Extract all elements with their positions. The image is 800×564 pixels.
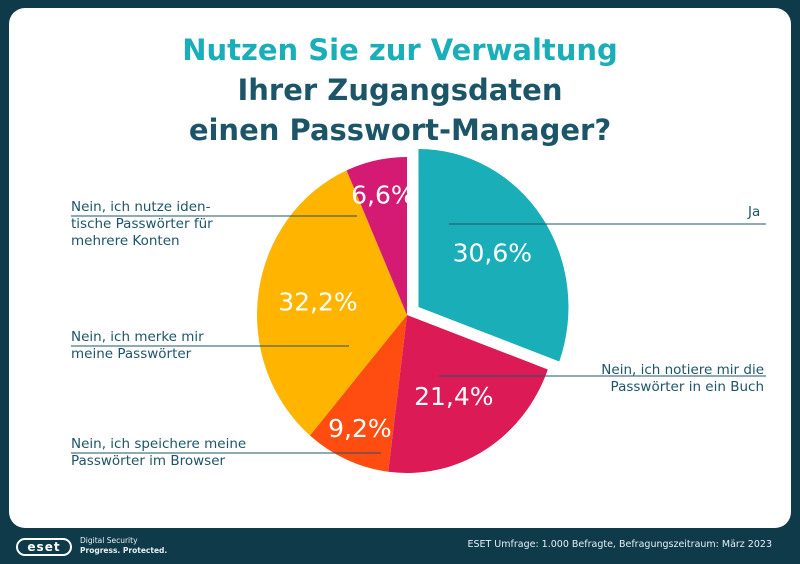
label-ja: Ja	[748, 204, 760, 221]
label-remember-passwords: Nein, ich merke mir meine Passwörter	[71, 329, 204, 363]
slice-value-label: 30,6%	[453, 239, 532, 268]
label-browser: Nein, ich speichere meine Passwörter im …	[71, 436, 246, 470]
label-line: tische Passwörter für	[71, 216, 213, 232]
pie-slice	[346, 157, 407, 315]
label-line: Passwörter in ein Buch	[610, 379, 764, 395]
slice-value-label: 21,4%	[414, 382, 493, 411]
label-line: Nein, ich merke mir	[71, 329, 204, 345]
title-line-3: einen Passwort-Manager?	[188, 113, 612, 147]
pie-slice	[309, 315, 407, 472]
tagline-2: Progress. Protected.	[80, 546, 168, 555]
label-line: Passwörter im Browser	[71, 453, 226, 469]
slice-value-label: 6,6%	[351, 180, 415, 209]
label-identical-passwords: Nein, ich nutze iden- tische Passwörter …	[71, 199, 213, 250]
infographic-card: Nutzen Sie zur Verwaltung Ihrer Zugangsd…	[9, 8, 791, 528]
footer: eset Digital Security Progress. Protecte…	[0, 528, 800, 564]
title-line-1: Nutzen Sie zur Verwaltung	[182, 33, 618, 67]
pie-slice	[388, 315, 548, 473]
pie-slice	[418, 148, 569, 362]
slice-value-label: 32,2%	[278, 287, 357, 316]
label-notebook: Nein, ich notiere mir die Passwörter in …	[599, 362, 764, 396]
slice-value-label: 9,2%	[328, 414, 392, 443]
label-line: Nein, ich speichere meine	[71, 436, 247, 452]
title-line-2: Ihrer Zugangsdaten	[237, 73, 563, 107]
label-line: mehrere Konten	[71, 233, 180, 249]
label-line: Nein, ich notiere mir die	[601, 362, 764, 378]
chart-title: Nutzen Sie zur Verwaltung Ihrer Zugangsd…	[9, 30, 791, 150]
pie-chart: 30,6% 21,4% 9,2% 32,2% 6,6%	[71, 148, 766, 473]
eset-logo: eset	[16, 538, 72, 556]
tagline-1: Digital Security	[80, 536, 138, 545]
label-line: Nein, ich nutze iden-	[71, 199, 211, 215]
label-line: Ja	[748, 204, 761, 220]
tagline: Digital Security Progress. Protected.	[80, 536, 167, 556]
source-note: ESET Umfrage: 1.000 Befragte, Befragungs…	[467, 539, 772, 550]
pie-slice	[257, 170, 407, 436]
label-line: meine Passwörter	[71, 346, 192, 362]
